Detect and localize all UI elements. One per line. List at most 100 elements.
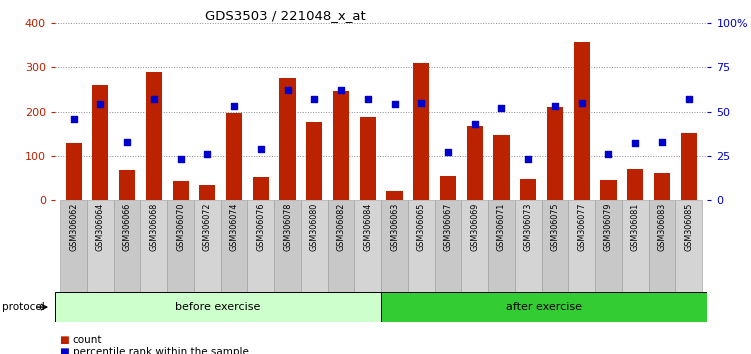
Point — [68, 116, 80, 121]
Text: GSM306082: GSM306082 — [336, 203, 345, 251]
Bar — [87, 200, 113, 292]
Text: GSM306069: GSM306069 — [470, 203, 479, 251]
Bar — [649, 200, 675, 292]
Bar — [226, 113, 242, 200]
Text: GSM306081: GSM306081 — [631, 203, 640, 251]
Text: GSM306070: GSM306070 — [176, 203, 185, 251]
Bar — [306, 122, 322, 200]
Bar — [493, 135, 509, 200]
Text: GSM306075: GSM306075 — [550, 203, 559, 251]
Bar — [55, 292, 382, 322]
Bar — [574, 42, 590, 200]
Bar — [199, 185, 216, 200]
Bar — [601, 180, 617, 200]
Bar — [360, 117, 376, 200]
Text: before exercise: before exercise — [175, 302, 261, 312]
Text: GSM306068: GSM306068 — [149, 203, 158, 251]
Text: protocol: protocol — [2, 302, 45, 312]
Bar — [382, 200, 408, 292]
Bar — [173, 181, 189, 200]
Bar — [627, 169, 644, 200]
Text: GSM306064: GSM306064 — [96, 203, 105, 251]
Text: GSM306065: GSM306065 — [417, 203, 426, 251]
Point — [282, 87, 294, 93]
Bar — [461, 200, 488, 292]
Text: ■: ■ — [59, 347, 68, 354]
Bar — [547, 107, 563, 200]
Point — [629, 141, 641, 146]
Text: count: count — [73, 335, 102, 345]
Bar — [440, 176, 456, 200]
Point — [201, 151, 213, 157]
Bar — [167, 200, 194, 292]
Point — [415, 100, 427, 105]
Bar — [595, 200, 622, 292]
Text: GSM306074: GSM306074 — [230, 203, 239, 251]
Text: GSM306066: GSM306066 — [122, 203, 131, 251]
Text: GSM306078: GSM306078 — [283, 203, 292, 251]
Text: GSM306083: GSM306083 — [657, 203, 666, 251]
Point — [388, 102, 400, 107]
Bar — [354, 200, 382, 292]
Bar — [274, 200, 301, 292]
Bar — [408, 200, 435, 292]
Point — [121, 139, 133, 144]
Text: GSM306072: GSM306072 — [203, 203, 212, 251]
Text: GSM306080: GSM306080 — [309, 203, 318, 251]
Point — [683, 96, 695, 102]
Bar — [675, 200, 702, 292]
Text: percentile rank within the sample: percentile rank within the sample — [73, 347, 249, 354]
Bar — [113, 200, 140, 292]
Text: GSM306076: GSM306076 — [256, 203, 265, 251]
Point — [549, 103, 561, 109]
Point — [148, 96, 160, 102]
Bar — [119, 170, 135, 200]
Point — [442, 149, 454, 155]
Point — [308, 96, 320, 102]
Text: GSM306085: GSM306085 — [684, 203, 693, 251]
Point — [95, 102, 107, 107]
Bar — [382, 292, 707, 322]
Point — [335, 87, 347, 93]
Bar — [435, 200, 461, 292]
Text: GSM306077: GSM306077 — [578, 203, 587, 251]
Text: GSM306073: GSM306073 — [523, 203, 532, 251]
Point — [576, 100, 588, 105]
Point — [469, 121, 481, 127]
Bar — [569, 200, 595, 292]
Bar — [387, 191, 403, 200]
Bar — [146, 72, 161, 200]
Bar — [253, 177, 269, 200]
Text: GSM306071: GSM306071 — [497, 203, 506, 251]
Bar — [488, 200, 515, 292]
Point — [522, 156, 534, 162]
Text: GSM306079: GSM306079 — [604, 203, 613, 251]
Bar — [279, 78, 296, 200]
Text: after exercise: after exercise — [506, 302, 582, 312]
Bar — [622, 200, 649, 292]
Bar — [520, 179, 536, 200]
Text: GSM306084: GSM306084 — [363, 203, 372, 251]
Point — [602, 151, 614, 157]
Bar — [333, 91, 349, 200]
Text: GDS3503 / 221048_x_at: GDS3503 / 221048_x_at — [205, 9, 366, 22]
Bar — [413, 63, 430, 200]
Bar — [327, 200, 354, 292]
Text: GSM306062: GSM306062 — [69, 203, 78, 251]
Point — [362, 96, 374, 102]
Point — [228, 103, 240, 109]
Bar — [247, 200, 274, 292]
Point — [496, 105, 508, 111]
Bar — [654, 173, 670, 200]
Bar — [221, 200, 247, 292]
Point — [174, 156, 186, 162]
Point — [656, 139, 668, 144]
Bar — [541, 200, 569, 292]
Bar — [65, 143, 82, 200]
Bar — [140, 200, 167, 292]
Bar — [60, 200, 87, 292]
Bar — [301, 200, 327, 292]
Text: GSM306063: GSM306063 — [390, 203, 399, 251]
Text: ■: ■ — [59, 335, 68, 345]
Bar — [194, 200, 221, 292]
